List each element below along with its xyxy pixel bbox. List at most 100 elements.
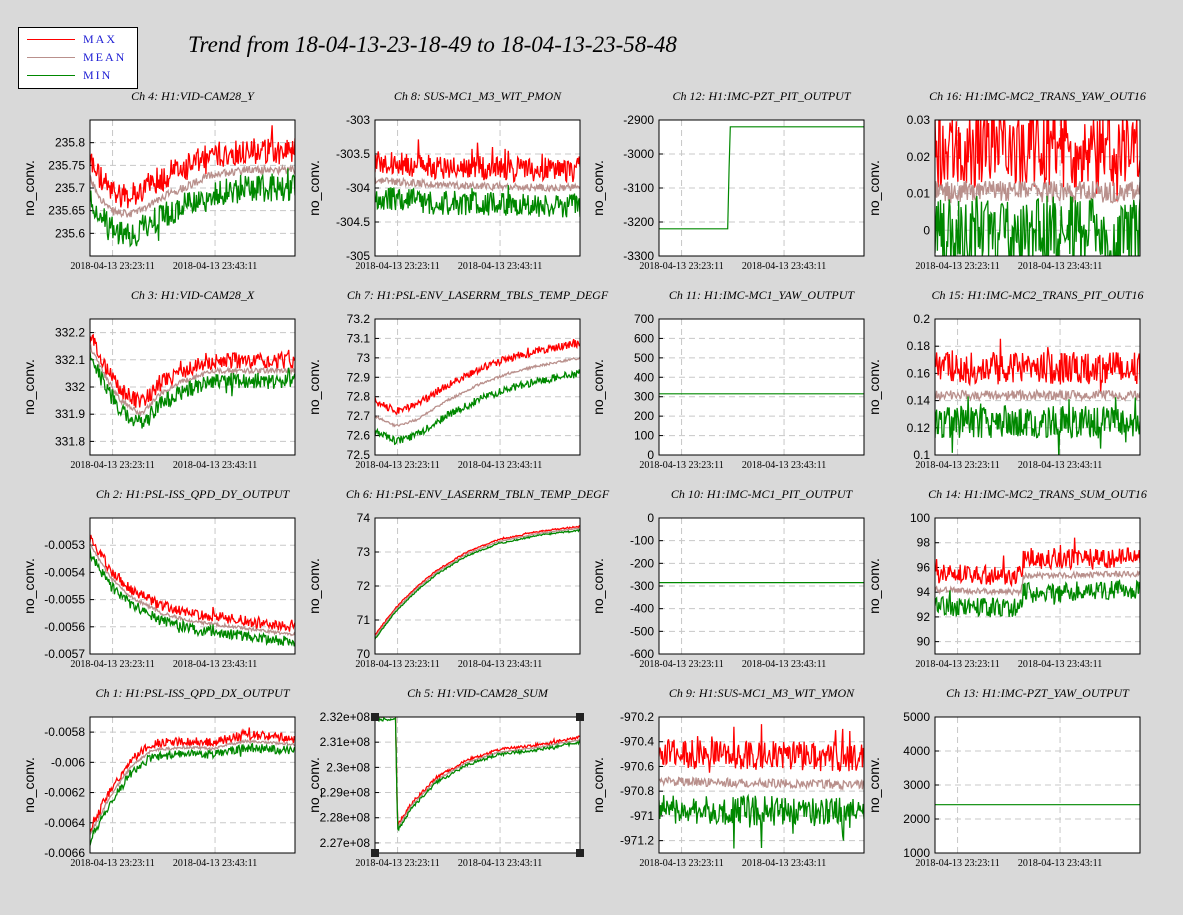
y-tick-label: 4000 [903, 744, 930, 758]
series-max-line [90, 534, 295, 632]
y-tick-label: 0 [647, 511, 654, 525]
y-tick-label: -2900 [623, 113, 654, 127]
y-tick-label: -0.0053 [44, 538, 85, 552]
series-min-line [375, 185, 580, 218]
series-group [375, 717, 580, 832]
y-tick-label: -0.006 [51, 755, 85, 769]
y-tick-label: 332 [65, 380, 85, 394]
series-max-line [659, 724, 864, 773]
y-tick-label: -971.2 [620, 834, 654, 848]
y-tick-label: -304 [346, 181, 370, 195]
plot-frame [374, 716, 581, 854]
legend-item-mean: MEAN [19, 49, 137, 67]
chart-ch8: Ch 8: SUS-MC1_M3_WIT_PMON -305 -304.5 -304 -… [306, 89, 581, 272]
plot-frame [374, 517, 581, 655]
y-tick-label: 71 [357, 613, 371, 627]
chart-title: Ch 3: H1:VID-CAM28_X [131, 288, 255, 302]
x-tick-label: 2018-04-13 23:23:11 [915, 261, 999, 272]
y-tick-label: 0.2 [913, 312, 930, 326]
y-axis-label: no_conv. [306, 757, 322, 813]
series-min-line [659, 126, 864, 230]
y-tick-label: -300 [630, 579, 654, 593]
y-axis-label: no_conv. [866, 359, 882, 415]
plot-area [374, 716, 581, 854]
series-group [90, 727, 295, 846]
series-min-line [90, 351, 295, 429]
y-tick-label: 235.6 [55, 226, 85, 240]
series-mean-line [90, 163, 295, 219]
x-tick-label: 2018-04-13 23:43:11 [173, 460, 257, 471]
y-tick-label: 72 [357, 579, 371, 593]
series-mean-line [90, 543, 295, 637]
y-tick-label: 70 [357, 647, 371, 661]
y-tick-label: 72.6 [347, 429, 371, 443]
legend: MAX MEAN MIN [18, 27, 138, 89]
y-tick-label: -303.5 [336, 147, 370, 161]
series-min-line [375, 717, 580, 832]
y-tick-label: 0.16 [907, 366, 931, 380]
chart-title: Ch 13: H1:IMC-PZT_YAW_OUTPUT [946, 686, 1130, 700]
x-tick-label: 2018-04-13 23:43:11 [742, 261, 826, 272]
y-tick-label: 72.7 [347, 409, 371, 423]
x-tick-label: 2018-04-13 23:23:11 [70, 261, 154, 272]
series-mean-line [375, 717, 580, 829]
y-tick-label: -600 [630, 647, 654, 661]
chart-ch12: Ch 12: H1:IMC-PZT_PIT_OUTPUT -3300 -3200 -3… [590, 89, 865, 272]
x-tick-label: 2018-04-13 23:23:11 [355, 460, 439, 471]
x-tick-label: 2018-04-13 23:23:11 [915, 460, 999, 471]
series-mean-line [935, 180, 1140, 204]
chart-title: Ch 16: H1:IMC-MC2_TRANS_YAW_OUT16 [929, 89, 1146, 103]
y-tick-label: 332.1 [55, 353, 85, 367]
chart-title: Ch 14: H1:IMC-MC2_TRANS_SUM_OUT16 [928, 487, 1147, 501]
y-tick-label: -0.0058 [44, 725, 85, 739]
y-tick-label: -970.6 [620, 759, 654, 773]
x-tick-label: 2018-04-13 23:23:11 [70, 460, 154, 471]
y-tick-label: 72.5 [347, 448, 371, 462]
chart-ch13: Ch 13: H1:IMC-PZT_YAW_OUTPUT 1000 2000 3000… [866, 686, 1141, 869]
y-tick-label: -200 [630, 556, 654, 570]
selection-handle[interactable] [371, 849, 379, 857]
y-tick-label: 331.9 [55, 407, 85, 421]
series-max-line [935, 120, 1140, 202]
legend-label-max: MAX [83, 32, 118, 46]
selection-handle[interactable] [576, 713, 584, 721]
y-tick-label: 2.3e+08 [326, 760, 370, 774]
legend-item-max: MAX [19, 31, 137, 49]
series-max-line [375, 139, 580, 184]
chart-ch9: Ch 9: H1:SUS-MC1_M3_WIT_YMON -971.2 -971 -9… [590, 686, 865, 869]
y-tick-label: 1000 [903, 846, 930, 860]
y-axis-label: no_conv. [866, 757, 882, 813]
y-tick-label: 400 [634, 370, 654, 384]
plot-frame [658, 517, 865, 655]
x-tick-label: 2018-04-13 23:43:11 [458, 261, 542, 272]
y-tick-label: 0.18 [907, 339, 931, 353]
series-max-line [383, 717, 580, 827]
plot-frame [658, 119, 865, 257]
y-tick-label: -100 [630, 534, 654, 548]
series-min-line [935, 396, 1140, 455]
plot-frame [658, 318, 865, 456]
y-tick-label: -0.0055 [44, 593, 85, 607]
y-axis-label: no_conv. [21, 359, 37, 415]
y-tick-label: 73 [357, 351, 371, 365]
series-group [659, 126, 864, 230]
series-max-line [90, 727, 295, 834]
selection-handle[interactable] [576, 849, 584, 857]
chart-title: Ch 6: H1:PSL-ENV_LASERRM_TBLN_TEMP_DEGF [346, 487, 610, 501]
y-tick-label: -0.0064 [44, 816, 85, 830]
x-tick-label: 2018-04-13 23:23:11 [915, 858, 999, 869]
x-tick-label: 2018-04-13 23:23:11 [70, 659, 154, 670]
series-max-line [90, 125, 295, 209]
plot-frame [89, 716, 296, 854]
chart-ch11: Ch 11: H1:IMC-MC1_YAW_OUTPUT 0 100 200 300 40… [590, 288, 865, 471]
plot-frame [89, 318, 296, 456]
chart-title: Ch 4: H1:VID-CAM28_Y [131, 89, 255, 103]
series-min-line [375, 528, 580, 640]
chart-title: Ch 9: H1:SUS-MC1_M3_WIT_YMON [669, 686, 855, 700]
y-tick-label: -305 [346, 249, 370, 263]
y-tick-label: -0.0062 [44, 786, 85, 800]
series-mean-line [659, 776, 864, 792]
series-mean-line [935, 388, 1140, 403]
selection-handle[interactable] [371, 713, 379, 721]
